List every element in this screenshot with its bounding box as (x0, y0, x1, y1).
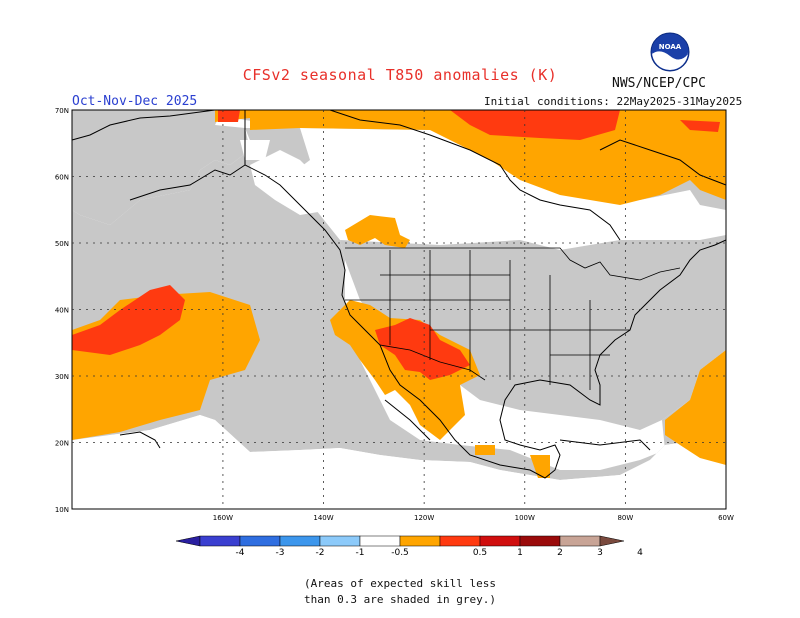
colorbar-tick-label: -1 (356, 548, 365, 558)
lat-tick-label: 60N (55, 174, 69, 182)
colorbar-swatch (479, 535, 521, 547)
colorbar-labels: -4 -3 -2 -1 -0.5 0.5 1 2 3 4 (236, 548, 644, 558)
colorbar-tick-label: 3 (597, 548, 603, 558)
colorbar-tick-label: -0.5 (391, 548, 409, 558)
region-southwest-core (375, 318, 470, 380)
colorbar-min-arrow (175, 535, 201, 547)
colorbar-tick-label: 2 (557, 548, 563, 558)
forecast-period: Oct-Nov-Dec 2025 (72, 94, 198, 109)
region-caribbean-atlantic (665, 350, 726, 465)
colorbar-swatch (279, 535, 321, 547)
agency-label: NWS/NCEP/CPC (612, 76, 706, 91)
lon-tick-label: 80W (617, 514, 633, 522)
colorbar-swatch (359, 535, 401, 547)
region-arctic-warm-core (450, 110, 620, 140)
colorbar-swatch (559, 535, 601, 547)
longitude-labels: 160W 140W 120W 100W 80W 60W (213, 514, 734, 522)
chart-title: CFSv2 seasonal T850 anomalies (K) (242, 66, 558, 84)
colorbar (175, 535, 625, 547)
region-north-pacific-core (72, 285, 185, 355)
colorbar-tick-label: 4 (637, 548, 643, 558)
skill-footnote: (Areas of expected skill less than 0.3 a… (0, 576, 800, 608)
colorbar-tick-label: -4 (236, 548, 245, 558)
lat-tick-label: 30N (55, 373, 69, 381)
colorbar-swatch (239, 535, 281, 547)
colorbar-tick-label: 1 (517, 548, 523, 558)
lat-tick-label: 10N (55, 506, 69, 514)
lat-tick-label: 40N (55, 307, 69, 315)
colorbar-tick-label: 0.5 (473, 548, 487, 558)
lat-tick-label: 70N (55, 107, 69, 115)
initial-conditions: Initial conditions: 22May2025-31May2025 (484, 95, 743, 108)
coastlines (71, 109, 727, 479)
colorbar-swatch (519, 535, 561, 547)
lon-tick-label: 140W (313, 514, 333, 522)
lon-tick-label: 100W (515, 514, 535, 522)
lat-tick-label: 50N (55, 240, 69, 248)
footnote-line-1: (Areas of expected skill less (303, 577, 497, 590)
lon-tick-label: 160W (213, 514, 233, 522)
colorbar-swatch (319, 535, 361, 547)
colorbar-swatch (439, 535, 481, 547)
lon-tick-label: 120W (414, 514, 434, 522)
colorbar-max-arrow (599, 535, 625, 547)
colorbar-tick-label: -2 (316, 548, 325, 558)
latitude-labels: 70N 60N 50N 40N 30N 20N 10N (55, 107, 69, 514)
colorbar-tick-label: -3 (276, 548, 285, 558)
noaa-logo: NOAA (650, 32, 690, 72)
colorbar-swatch (199, 535, 241, 547)
lon-tick-label: 60W (718, 514, 734, 522)
lat-tick-label: 20N (55, 440, 69, 448)
political-borders (345, 247, 681, 390)
colorbar-swatch (399, 535, 441, 547)
noaa-logo-text: NOAA (659, 43, 682, 51)
footnote-line-2: than 0.3 are shaded in grey.) (303, 593, 497, 606)
anomaly-shading (72, 110, 726, 478)
